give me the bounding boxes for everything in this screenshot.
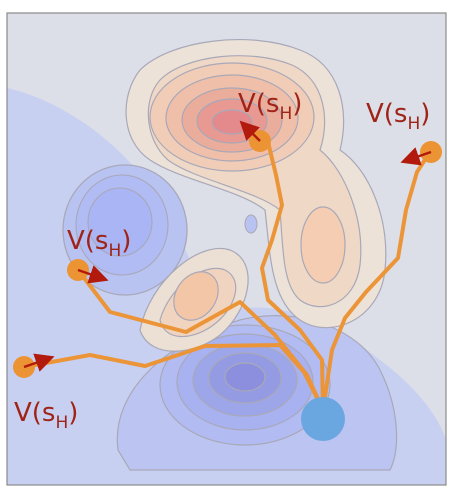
- small-negative-dot: [244, 214, 258, 234]
- gradient-arrows: [23, 120, 432, 372]
- trajectories: [22, 139, 432, 412]
- negative-well-core: [224, 362, 266, 392]
- positive-lobe-right: [300, 206, 346, 284]
- value-gradient-arrow-icon: [239, 120, 261, 142]
- value-label-bottom-left: V(sH): [14, 398, 78, 433]
- trajectory-bottom-left: [22, 343, 325, 412]
- trajectory-top-right: [321, 150, 432, 412]
- value-label-top-center: V(sH): [238, 89, 302, 124]
- value-gradient-arrow-icon: [77, 265, 109, 284]
- trajectory-top-center: [258, 139, 325, 412]
- positive-blob-core: [173, 271, 219, 321]
- value-gradient-arrow-icon: [400, 147, 432, 166]
- plot-frame: [6, 12, 447, 486]
- value-label-middle-left: V(sH): [67, 226, 131, 261]
- value-label-top-right: V(sH): [366, 99, 430, 134]
- value-gradient-arrow-icon: [23, 353, 55, 372]
- value-labels: V(sH) V(sH) V(sH) V(sH): [14, 89, 430, 433]
- start-node-icon: [301, 397, 345, 441]
- negative-blob-contour: [87, 187, 153, 257]
- contour-field: [7, 13, 446, 485]
